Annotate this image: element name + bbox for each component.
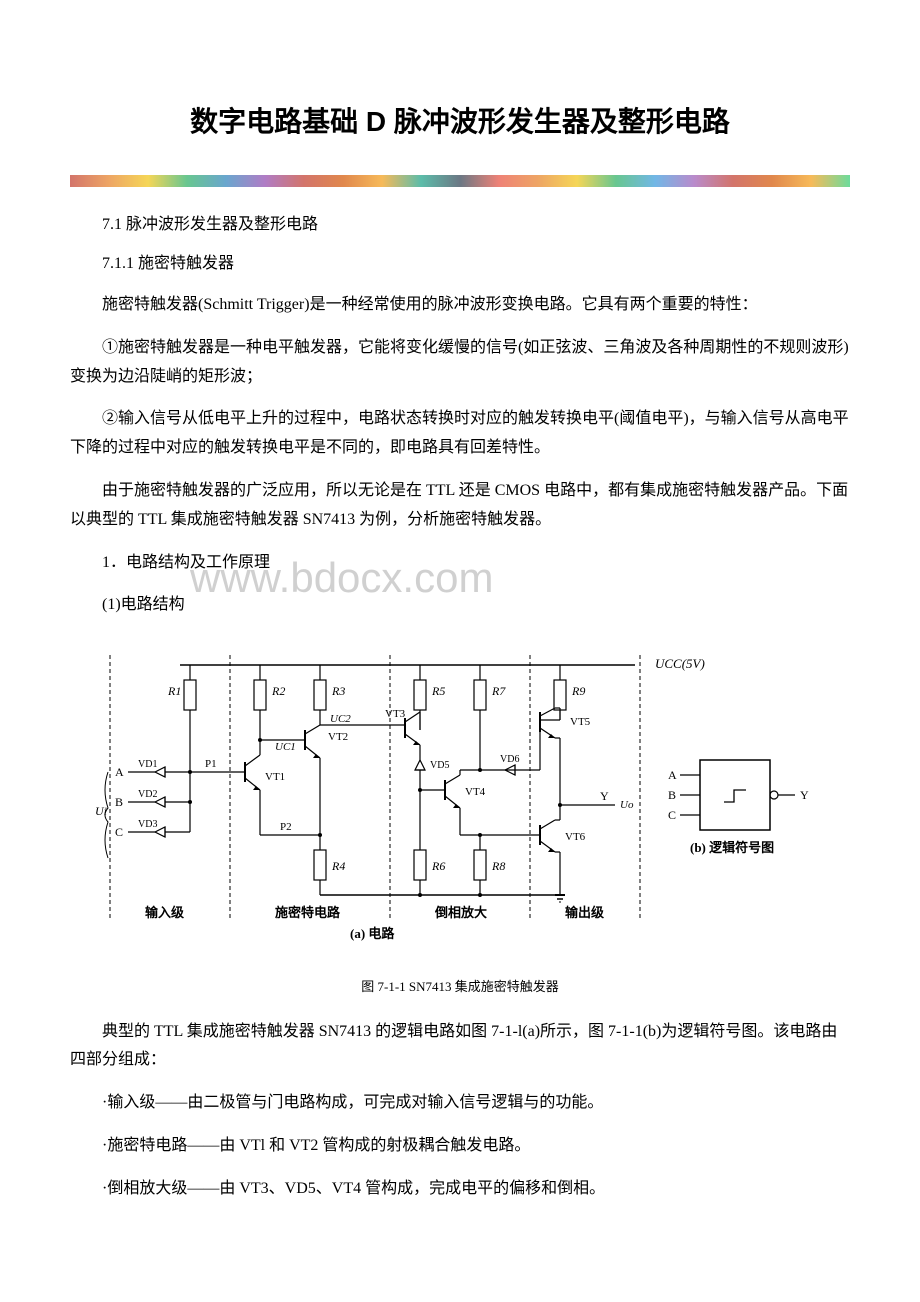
input-b-label: B [115,795,123,809]
paragraph-input-stage: ·输入级——由二极管与门电路构成，可完成对输入信号逻辑与的功能。 [70,1089,850,1118]
sym-a: A [668,768,677,782]
sym-y: Y [800,788,809,802]
r7-label: R7 [491,684,506,698]
section-7-1-1: 7.1.1 施密特触发器 [70,251,850,277]
stage-schmitt-label: 施密特电路 [275,905,341,920]
uc2-label: UC2 [330,713,351,725]
stage-input-label: 输入级 [145,905,185,920]
vd2-label: VD2 [138,789,157,800]
section-7-1: 7.1 脉冲波形发生器及整形电路 [70,212,850,238]
ucc-label: UCC(5V) [655,656,705,671]
input-a-label: A [115,765,124,779]
vt2-label: VT2 [328,731,348,743]
vd1-label: VD1 [138,759,157,770]
paragraph-structure-sub: (1)电路结构 [70,591,850,620]
circuit-diagram-svg: UCC(5V) R1 R2 R3 R5 [80,640,840,960]
p1-label: P1 [205,758,217,770]
sym-b: B [668,788,676,802]
r4-label: R4 [331,859,345,873]
paragraph-structure-heading: 1．电路结构及工作原理 [70,549,850,578]
r6-label: R6 [431,859,445,873]
vt4-label: VT4 [465,786,486,798]
paragraph-intro: 施密特触发器(Schmitt Trigger)是一种经常使用的脉冲波形变换电路。… [70,291,850,320]
input-c-label: C [115,825,123,839]
decorative-color-bar [70,175,850,187]
paragraph-feature-1: ①施密特触发器是一种电平触发器，它能将变化缓慢的信号(如正弦波、三角波及各种周期… [70,334,850,392]
sym-c: C [668,808,676,822]
page-title: 数字电路基础 D 脉冲波形发生器及整形电路 [70,100,850,145]
r8-label: R8 [491,859,505,873]
r1-label: R1 [167,684,181,698]
vt5-label: VT5 [570,716,591,728]
paragraph-invert-stage: ·倒相放大级——由 VT3、VD5、VT4 管构成，完成电平的偏移和倒相。 [70,1175,850,1204]
stage-output-label: 输出级 [565,905,605,920]
uo-label: Uo [620,799,634,811]
r2-label: R2 [271,684,285,698]
vt1-label: VT1 [265,771,285,783]
r3-label: R3 [331,684,345,698]
vd5-label: VD5 [430,760,449,771]
paragraph-figure-desc: 典型的 TTL 集成施密特触发器 SN7413 的逻辑电路如图 7-1-l(a)… [70,1018,850,1076]
output-y-label: Y [600,789,609,803]
vd3-label: VD3 [138,819,157,830]
sub-b-label: (b) 逻辑符号图 [690,840,774,855]
stage-invert-label: 倒相放大 [434,905,487,920]
vt3-label: VT3 [385,708,406,720]
paragraph-schmitt-stage: ·施密特电路——由 VTl 和 VT2 管构成的射极耦合触发电路。 [70,1132,850,1161]
r5-label: R5 [431,684,445,698]
p2-label: P2 [280,821,292,833]
r9-label: R9 [571,684,585,698]
paragraph-feature-2: ②输入信号从低电平上升的过程中，电路状态转换时对应的触发转换电平(阈值电平)，与… [70,405,850,463]
uc1-label: UC1 [275,741,296,753]
sub-a-label: (a) 电路 [350,926,395,941]
figure-caption: 图 7-1-1 SN7413 集成施密特触发器 [70,977,850,998]
vt6-label: VT6 [565,831,586,843]
figure-7-1-1: UCC(5V) R1 R2 R3 R5 [70,640,850,997]
paragraph-application: 由于施密特触发器的广泛应用，所以无论是在 TTL 还是 CMOS 电路中，都有集… [70,477,850,535]
vd6-label: VD6 [500,754,519,765]
